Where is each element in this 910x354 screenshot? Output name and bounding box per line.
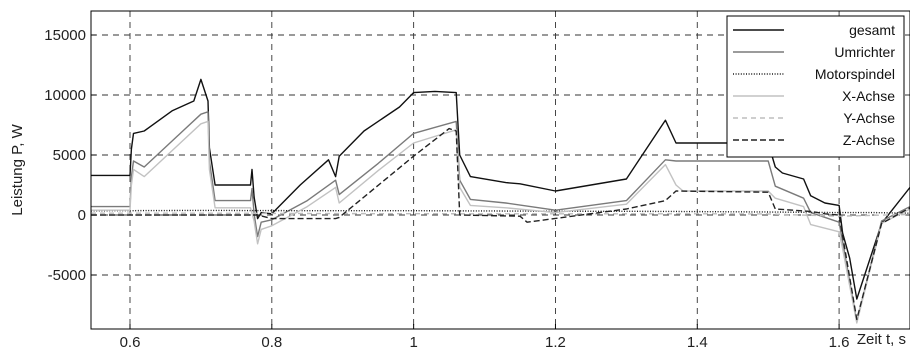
series-line-z-achse — [91, 127, 910, 321]
series-line-gesamt — [91, 78, 910, 300]
y-tick-label: 15000 — [44, 27, 86, 44]
legend-label-x-achse: X-Achse — [842, 88, 895, 104]
x-tick-label: 1.2 — [545, 334, 566, 351]
series-lines — [90, 78, 910, 324]
legend: gesamt Umrichter Motorspindel X-Achse Y-Achs… — [726, 15, 905, 158]
y-tick-label: -5000 — [48, 267, 86, 284]
y-axis-label: Leistung P, W — [9, 123, 26, 215]
series-line-x-achse — [91, 120, 910, 324]
x-axis-label: Zeit t, s — [857, 331, 906, 348]
legend-label-z-achse: Z-Achse — [843, 132, 895, 148]
x-tick-label: 1.4 — [687, 334, 708, 351]
series-line-y-achse — [91, 212, 910, 217]
x-tick-label: 1 — [409, 334, 417, 351]
y-tick-label: 0 — [78, 207, 86, 224]
axis-ticks: 0.6 0.8 1 1.2 1.4 1.6 -5000 0 5000 10000 15000 — [44, 27, 849, 351]
legend-label-gesamt: gesamt — [849, 22, 895, 38]
legend-box — [726, 15, 905, 158]
x-tick-label: 0.6 — [120, 334, 141, 351]
plot-frame — [90, 10, 910, 330]
series-line-umrichter — [91, 111, 910, 323]
legend-label-y-achse: Y-Achse — [843, 110, 895, 126]
x-tick-label: 0.8 — [261, 334, 282, 351]
legend-label-motorspindel: Motorspindel — [815, 66, 895, 82]
y-tick-label: 5000 — [53, 147, 86, 164]
x-tick-label: 1.6 — [829, 334, 850, 351]
legend-label-umrichter: Umrichter — [834, 44, 895, 60]
y-tick-label: 10000 — [44, 87, 86, 104]
